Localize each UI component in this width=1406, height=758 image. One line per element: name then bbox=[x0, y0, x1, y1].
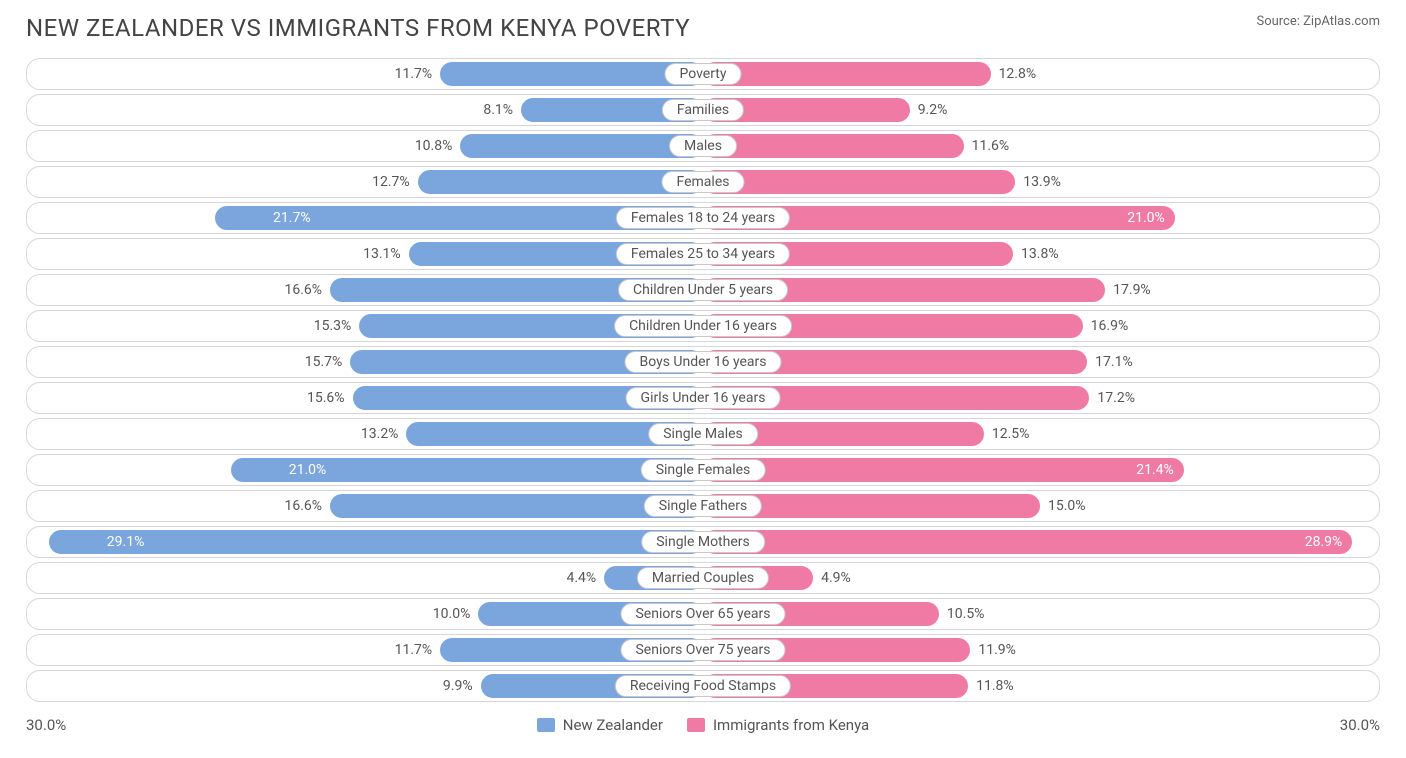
chart-row: 21.0% 21.4% Single Females bbox=[26, 454, 1380, 486]
source-attribution: Source: ZipAtlas.com bbox=[1256, 14, 1380, 29]
chart-row: 16.6% 17.9% Children Under 5 years bbox=[26, 274, 1380, 306]
category-label: Receiving Food Stamps bbox=[615, 675, 791, 697]
category-label: Boys Under 16 years bbox=[624, 351, 781, 373]
value-left: 4.4% bbox=[566, 570, 604, 586]
bar-right bbox=[703, 170, 1015, 194]
category-label: Seniors Over 65 years bbox=[620, 603, 785, 625]
legend-label-right: Immigrants from Kenya bbox=[713, 716, 869, 734]
legend-right: Immigrants from Kenya bbox=[687, 716, 869, 734]
chart-area: 11.7% 12.8% Poverty 8.1% 9.2% Families 10.8% 11… bbox=[0, 50, 1406, 702]
value-left: 13.1% bbox=[363, 246, 409, 262]
legend-swatch-right bbox=[687, 718, 705, 732]
value-right: 13.9% bbox=[1015, 174, 1061, 190]
bar-left bbox=[418, 170, 703, 194]
value-right: 17.2% bbox=[1089, 390, 1135, 406]
value-left: 21.7% bbox=[263, 210, 311, 226]
footer: 30.0% New Zealander Immigrants from Keny… bbox=[0, 706, 1406, 734]
category-label: Children Under 5 years bbox=[618, 279, 788, 301]
bar-right bbox=[703, 134, 964, 158]
chart-row: 11.7% 12.8% Poverty bbox=[26, 58, 1380, 90]
value-right: 16.9% bbox=[1083, 318, 1129, 334]
chart-row: 15.7% 17.1% Boys Under 16 years bbox=[26, 346, 1380, 378]
value-right: 21.4% bbox=[1136, 462, 1184, 478]
value-right: 13.8% bbox=[1013, 246, 1059, 262]
chart-row: 15.3% 16.9% Children Under 16 years bbox=[26, 310, 1380, 342]
value-right: 4.9% bbox=[813, 570, 851, 586]
value-left: 29.1% bbox=[97, 534, 145, 550]
category-label: Males bbox=[669, 135, 737, 157]
value-right: 11.9% bbox=[970, 642, 1016, 658]
value-left: 15.6% bbox=[307, 390, 353, 406]
category-label: Families bbox=[662, 99, 744, 121]
value-left: 8.1% bbox=[483, 102, 521, 118]
bar-left bbox=[49, 530, 703, 554]
chart-row: 29.1% 28.9% Single Mothers bbox=[26, 526, 1380, 558]
axis-max-left: 30.0% bbox=[26, 716, 66, 734]
category-label: Females 18 to 24 years bbox=[616, 207, 790, 229]
value-right: 17.9% bbox=[1105, 282, 1151, 298]
value-right: 12.8% bbox=[991, 66, 1037, 82]
category-label: Girls Under 16 years bbox=[626, 387, 781, 409]
chart-row: 15.6% 17.2% Girls Under 16 years bbox=[26, 382, 1380, 414]
category-label: Married Couples bbox=[637, 567, 769, 589]
value-right: 11.8% bbox=[968, 678, 1014, 694]
bar-right bbox=[703, 530, 1352, 554]
header: NEW ZEALANDER VS IMMIGRANTS FROM KENYA P… bbox=[0, 0, 1406, 50]
value-right: 11.6% bbox=[964, 138, 1010, 154]
category-label: Single Males bbox=[648, 423, 758, 445]
value-right: 9.2% bbox=[910, 102, 948, 118]
category-label: Females 25 to 34 years bbox=[616, 243, 790, 265]
value-left: 10.8% bbox=[415, 138, 461, 154]
value-left: 21.0% bbox=[279, 462, 327, 478]
category-label: Females bbox=[662, 171, 745, 193]
value-left: 15.3% bbox=[314, 318, 360, 334]
legend-label-left: New Zealander bbox=[563, 716, 663, 734]
chart-row: 9.9% 11.8% Receiving Food Stamps bbox=[26, 670, 1380, 702]
category-label: Single Fathers bbox=[644, 495, 762, 517]
value-right: 12.5% bbox=[984, 426, 1030, 442]
value-left: 16.6% bbox=[285, 498, 331, 514]
value-left: 11.7% bbox=[395, 642, 441, 658]
legend-swatch-left bbox=[537, 718, 555, 732]
value-left: 9.9% bbox=[443, 678, 481, 694]
value-left: 13.2% bbox=[361, 426, 407, 442]
value-right: 21.0% bbox=[1127, 210, 1175, 226]
value-left: 16.6% bbox=[285, 282, 331, 298]
category-label: Children Under 16 years bbox=[614, 315, 792, 337]
category-label: Seniors Over 75 years bbox=[620, 639, 785, 661]
category-label: Poverty bbox=[664, 63, 741, 85]
chart-row: 13.2% 12.5% Single Males bbox=[26, 418, 1380, 450]
value-left: 12.7% bbox=[372, 174, 418, 190]
category-label: Single Females bbox=[641, 459, 766, 481]
value-left: 11.7% bbox=[395, 66, 441, 82]
bar-right bbox=[703, 458, 1184, 482]
value-right: 17.1% bbox=[1087, 354, 1133, 370]
chart-row: 21.7% 21.0% Females 18 to 24 years bbox=[26, 202, 1380, 234]
bar-left bbox=[460, 134, 703, 158]
chart-row: 16.6% 15.0% Single Fathers bbox=[26, 490, 1380, 522]
value-right: 15.0% bbox=[1040, 498, 1086, 514]
axis-max-right: 30.0% bbox=[1340, 716, 1380, 734]
chart-row: 13.1% 13.8% Females 25 to 34 years bbox=[26, 238, 1380, 270]
value-left: 10.0% bbox=[433, 606, 479, 622]
chart-row: 10.8% 11.6% Males bbox=[26, 130, 1380, 162]
value-right: 10.5% bbox=[939, 606, 985, 622]
chart-row: 4.4% 4.9% Married Couples bbox=[26, 562, 1380, 594]
bar-right bbox=[703, 62, 991, 86]
value-right: 28.9% bbox=[1305, 534, 1353, 550]
chart-row: 8.1% 9.2% Families bbox=[26, 94, 1380, 126]
chart-title: NEW ZEALANDER VS IMMIGRANTS FROM KENYA P… bbox=[26, 14, 690, 42]
chart-row: 10.0% 10.5% Seniors Over 65 years bbox=[26, 598, 1380, 630]
category-label: Single Mothers bbox=[641, 531, 765, 553]
value-left: 15.7% bbox=[305, 354, 351, 370]
chart-row: 11.7% 11.9% Seniors Over 75 years bbox=[26, 634, 1380, 666]
chart-row: 12.7% 13.9% Females bbox=[26, 166, 1380, 198]
legend-left: New Zealander bbox=[537, 716, 663, 734]
